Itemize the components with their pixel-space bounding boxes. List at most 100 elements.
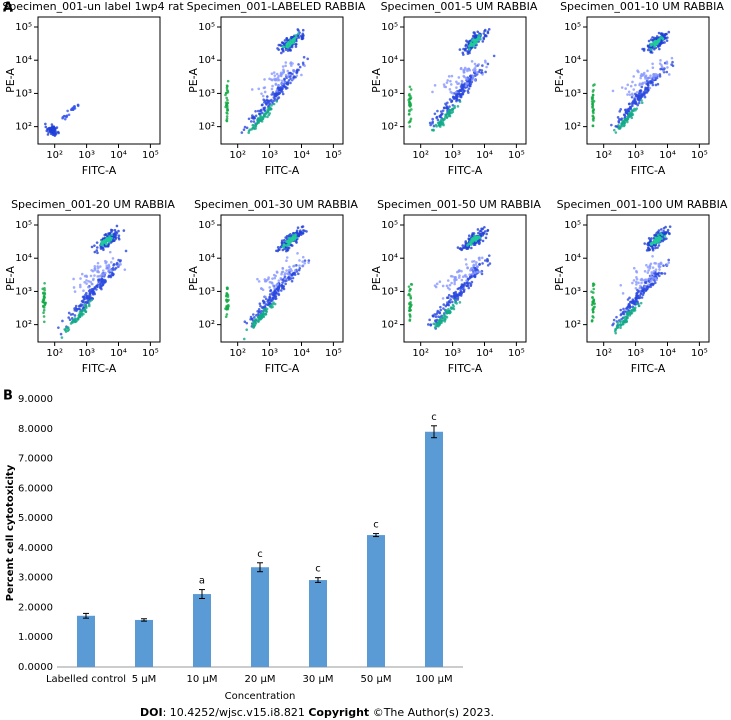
y-tick-label: 10⁴ xyxy=(381,253,398,264)
event-dot xyxy=(269,289,272,293)
event-dot xyxy=(482,36,486,40)
event-dot xyxy=(458,48,462,51)
event-dot xyxy=(647,237,651,240)
event-dot xyxy=(408,92,411,96)
event-dot xyxy=(293,264,296,268)
event-dot xyxy=(592,115,595,118)
event-dot xyxy=(650,243,654,246)
event-dot xyxy=(301,260,304,263)
event-dot xyxy=(488,262,492,265)
event-dot xyxy=(650,51,654,54)
event-dot xyxy=(475,270,479,274)
event-dot xyxy=(290,279,294,283)
y-tick-label: 0.0000 xyxy=(18,662,53,673)
event-dot xyxy=(466,89,470,93)
event-dot xyxy=(225,96,228,100)
x-tick-label: 5 µM xyxy=(132,674,157,685)
event-dot xyxy=(71,321,74,324)
x-tick-label: 100 µM xyxy=(415,674,452,685)
event-dot xyxy=(254,114,258,118)
event-dot xyxy=(620,86,624,89)
plot-title: Specimen_001-20 UM RABBIA xyxy=(11,198,175,211)
event-dot xyxy=(663,272,667,275)
event-dot xyxy=(272,71,276,74)
event-dot xyxy=(284,61,288,64)
event-dot xyxy=(254,127,257,130)
event-dot xyxy=(446,279,450,282)
event-dot xyxy=(473,78,477,82)
event-dot xyxy=(456,287,460,291)
event-dot xyxy=(663,36,667,40)
event-dot xyxy=(627,310,631,314)
event-dot xyxy=(629,84,633,88)
event-dot xyxy=(96,251,99,255)
event-dot xyxy=(303,64,306,68)
event-dot xyxy=(466,282,470,286)
x-tick-label: 10³ xyxy=(78,150,95,161)
event-dot xyxy=(275,271,279,274)
event-dot xyxy=(280,79,284,83)
event-dot xyxy=(260,92,263,95)
event-dot xyxy=(85,274,88,278)
event-dot xyxy=(448,309,452,313)
event-dot xyxy=(623,117,627,121)
event-dot xyxy=(591,104,595,107)
event-dot xyxy=(436,118,440,122)
event-dot xyxy=(451,108,455,111)
event-dot xyxy=(485,65,488,69)
event-dot xyxy=(280,82,284,86)
event-dot xyxy=(656,82,660,86)
event-dot xyxy=(96,270,99,274)
event-dot xyxy=(95,241,99,244)
event-dot xyxy=(226,109,230,112)
event-dot xyxy=(461,275,465,279)
event-dot xyxy=(42,311,45,315)
event-dot xyxy=(633,92,637,96)
event-dot xyxy=(287,44,291,48)
event-dot xyxy=(225,300,229,303)
event-dot xyxy=(486,263,490,267)
event-dot xyxy=(478,258,481,262)
event-dot xyxy=(295,74,299,77)
event-dot xyxy=(434,315,438,319)
event-dot xyxy=(79,285,82,289)
event-dot xyxy=(263,108,266,112)
event-dot xyxy=(95,246,99,249)
event-dot xyxy=(112,263,115,267)
event-dot xyxy=(242,128,246,132)
event-dot xyxy=(445,309,448,312)
event-dot xyxy=(667,231,671,235)
significance-label: c xyxy=(373,520,379,531)
event-dot xyxy=(648,86,652,90)
event-dot xyxy=(407,113,411,116)
event-dot xyxy=(85,282,88,285)
event-dot xyxy=(632,279,636,282)
event-dot xyxy=(432,322,435,326)
event-dot xyxy=(275,283,278,287)
y-tick-label: 10² xyxy=(15,320,32,331)
event-dot xyxy=(627,108,630,111)
event-dot xyxy=(640,85,644,89)
event-dot xyxy=(281,45,285,49)
event-dot xyxy=(649,279,652,283)
event-dot xyxy=(261,299,265,303)
event-dot xyxy=(631,94,634,97)
event-dot xyxy=(291,77,294,81)
y-tick-label: 10² xyxy=(564,122,581,133)
event-dot xyxy=(276,93,279,96)
event-dot xyxy=(105,242,108,246)
x-axis-label: FITC-A xyxy=(265,164,300,177)
event-dot xyxy=(87,296,91,299)
event-dot xyxy=(50,123,54,126)
event-dot xyxy=(299,34,303,38)
event-dot xyxy=(658,47,661,51)
bar xyxy=(193,594,211,667)
event-dot xyxy=(632,88,636,91)
event-dot xyxy=(666,66,669,69)
event-dot xyxy=(660,237,664,240)
event-dot xyxy=(460,278,464,282)
event-dot xyxy=(649,80,653,84)
event-dot xyxy=(462,83,465,87)
event-dot xyxy=(98,282,102,286)
event-dot xyxy=(470,246,473,250)
